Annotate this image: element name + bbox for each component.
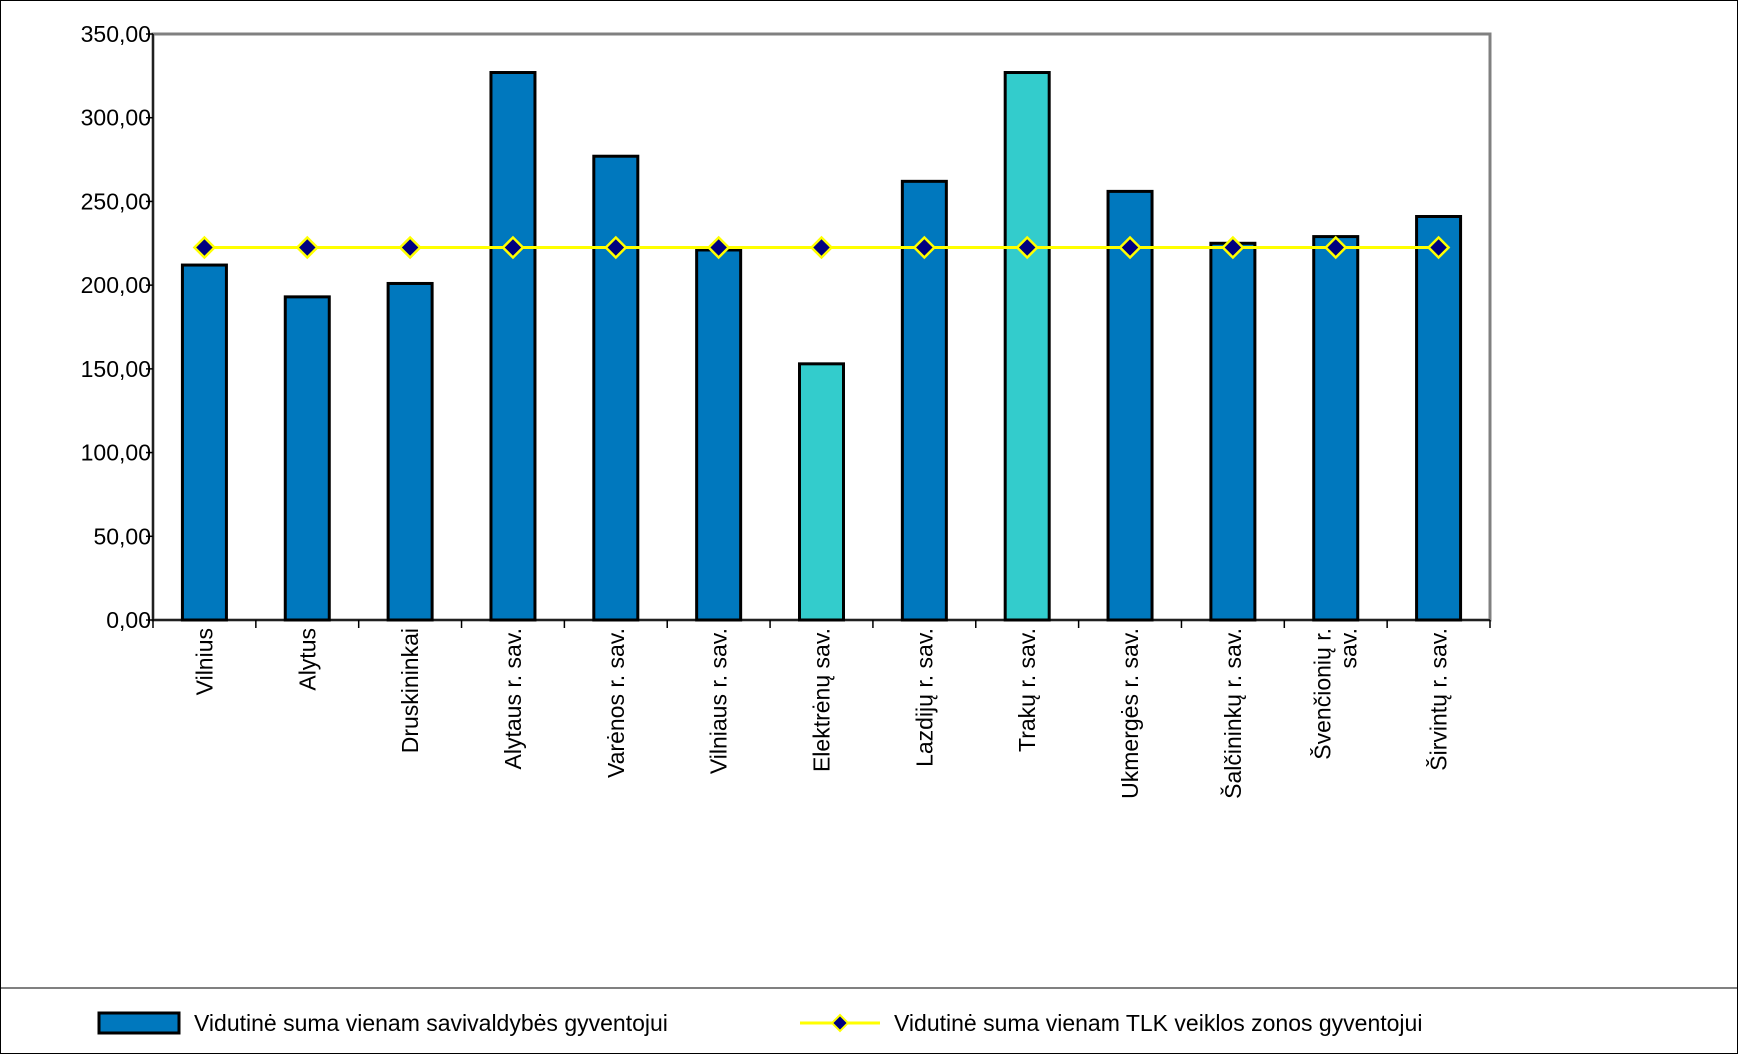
line-point bbox=[604, 235, 628, 260]
x-category-label: sav. bbox=[1336, 628, 1362, 668]
line-point bbox=[398, 235, 422, 260]
bar bbox=[592, 154, 640, 622]
line-point bbox=[1426, 235, 1451, 260]
line-point bbox=[706, 235, 731, 260]
x-category-label: Ukmergės r. sav. bbox=[1117, 628, 1143, 799]
y-tick-label: 150,00 bbox=[81, 356, 151, 382]
y-tick-label: 300,00 bbox=[81, 105, 151, 131]
line-point bbox=[912, 235, 937, 260]
x-category-label: Šalčininkų r. sav. bbox=[1219, 628, 1246, 799]
bar bbox=[798, 362, 845, 622]
line-point bbox=[809, 235, 834, 260]
y-tick-label: 100,00 bbox=[81, 440, 151, 466]
legend-line-marker bbox=[830, 1013, 850, 1033]
x-category-label: Alytaus r. sav. bbox=[500, 628, 526, 769]
bar bbox=[1209, 241, 1257, 622]
line-point bbox=[1323, 235, 1348, 260]
legend: Vidutinė suma vienam savivaldybės gyvent… bbox=[0, 987, 1738, 1036]
x-category-label: Lazdijų r. sav. bbox=[911, 628, 937, 767]
x-axis: Vilnius Alytus Druskininkai Alytaus r. sav.… bbox=[152, 619, 1491, 799]
bar bbox=[1312, 235, 1360, 622]
bar-series bbox=[180, 71, 1463, 622]
line-point bbox=[192, 235, 217, 260]
bar bbox=[283, 295, 331, 622]
bar bbox=[180, 263, 228, 622]
bar bbox=[695, 248, 743, 622]
y-tick-label: 200,00 bbox=[81, 272, 151, 298]
line-point bbox=[295, 235, 320, 260]
bar bbox=[1415, 214, 1463, 622]
legend-bar-swatch bbox=[97, 1011, 181, 1035]
x-category-label: Trakų r. sav. bbox=[1014, 628, 1040, 752]
y-tick-label: 350,00 bbox=[81, 21, 151, 47]
line-point bbox=[1221, 235, 1245, 260]
x-category-label: Švenčionių r. bbox=[1309, 628, 1336, 760]
x-category-label: Varėnos r. sav. bbox=[603, 628, 629, 778]
x-category-label: Elektrėnų sav. bbox=[809, 628, 835, 772]
bar bbox=[1106, 189, 1154, 622]
bar bbox=[1003, 71, 1051, 622]
bar bbox=[386, 281, 434, 622]
line-point bbox=[1015, 235, 1039, 260]
x-category-label: Vilniaus r. sav. bbox=[706, 628, 732, 774]
line-series bbox=[192, 235, 1451, 260]
x-category-label: Širvintų r. sav. bbox=[1425, 628, 1452, 771]
x-category-label: Vilnius bbox=[191, 628, 217, 695]
y-tick-label: 50,00 bbox=[93, 523, 151, 549]
x-category-label: Alytus bbox=[294, 628, 320, 691]
line-point bbox=[1118, 235, 1142, 260]
y-axis: 0,00 50,00 100,00 150,00 200,00 250,00 300,00 3… bbox=[81, 21, 154, 633]
legend-label: Vidutinė suma vienam savivaldybės gyvent… bbox=[194, 1010, 668, 1036]
x-category-label: Druskininkai bbox=[397, 628, 423, 753]
line-point bbox=[501, 235, 525, 260]
y-tick-label: 0,00 bbox=[106, 607, 151, 633]
legend-label: Vidutinė suma vienam TLK veiklos zonos g… bbox=[894, 1010, 1422, 1036]
y-tick-label: 250,00 bbox=[81, 188, 151, 214]
bar bbox=[489, 71, 537, 622]
